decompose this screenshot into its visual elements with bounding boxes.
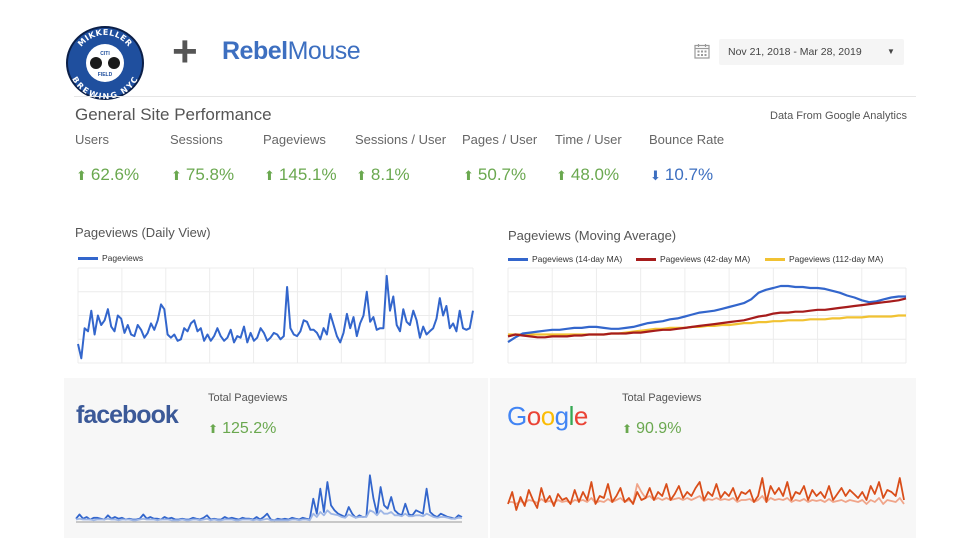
kpi-percent: 75.8% — [185, 165, 235, 184]
up-arrow-icon: ⬆ — [76, 168, 87, 183]
date-range-value: Nov 21, 2018 - Mar 28, 2019 — [728, 46, 862, 58]
kpi-value: ⬆ 75.8% — [171, 165, 234, 185]
kpi-label: Sessions — [170, 132, 223, 147]
pageviews-42-day-ma-line — [507, 297, 907, 339]
facebook-pageviews-chart — [75, 474, 463, 523]
legend-daily: Pageviews — [78, 253, 143, 263]
data-source-note: Data From Google Analytics — [770, 110, 907, 122]
facebook-total-pageviews-label: Total Pageviews — [208, 392, 288, 404]
kpi-label: Pages / User — [462, 132, 538, 147]
series-line — [507, 477, 905, 511]
legend-label: Pageviews — [102, 253, 144, 263]
kpi-value: ⬆ 62.6% — [76, 165, 139, 185]
page-title: General Site Performance — [75, 105, 272, 124]
caret-down-icon[interactable]: ▼ — [887, 47, 895, 56]
google-logo-letter: g — [554, 401, 569, 431]
google-panel — [490, 378, 916, 538]
legend-ma-112: Pageviews (112-day MA) — [765, 254, 883, 264]
series-line — [75, 509, 462, 522]
moving-average-chart — [507, 267, 907, 364]
kpi-label: Bounce Rate — [649, 132, 725, 147]
kpi-percent: 145.1% — [278, 165, 337, 184]
series-line — [75, 474, 463, 522]
up-arrow-icon: ⬆ — [463, 168, 474, 183]
kpi-percent: 62.6% — [90, 165, 140, 184]
google-logo: Google — [507, 401, 588, 432]
facebook-total-pageviews-value: ⬆ 125.2% — [208, 420, 276, 438]
google-total-pageviews-label: Total Pageviews — [622, 392, 702, 404]
kpi-label: Time / User — [555, 132, 622, 147]
google-logo-letter: e — [573, 401, 588, 431]
plus-sign: + — [172, 27, 198, 76]
legend-label: Pageviews (42-day MA) — [660, 254, 751, 264]
up-arrow-icon: ⬆ — [264, 168, 275, 183]
chart-title-moving-average: Pageviews (Moving Average) — [508, 228, 677, 243]
up-arrow-icon: ⬆ — [622, 422, 633, 436]
kpi-label: Pageviews — [263, 132, 326, 147]
kpi-label: Sessions / User — [355, 132, 447, 147]
google-logo-letter: l — [568, 401, 575, 431]
google-change: 90.9% — [636, 420, 682, 437]
legend-ma-14: Pageviews (14-day MA) — [508, 254, 622, 264]
kpi-percent: 10.7% — [664, 165, 714, 184]
kpi-value: ⬆ 50.7% — [463, 165, 526, 185]
calendar-icon[interactable] — [694, 43, 710, 59]
logo-center-bottom-text: FIELD — [98, 72, 113, 78]
date-range-select[interactable] — [719, 39, 904, 65]
rebelmouse-logo: RebelMouse — [222, 36, 361, 66]
brand-part-1: Rebel — [222, 37, 288, 65]
series-line — [508, 483, 905, 505]
mikkeller-logo-text: MIKKELLER BREWING NYC CITI FIELD — [70, 28, 139, 100]
kpi-percent: 8.1% — [370, 165, 410, 184]
kpi-value: ⬇ 10.7% — [650, 165, 713, 185]
brand-part-2: Mouse — [287, 37, 361, 65]
legend-swatch — [78, 257, 98, 261]
legend-label: Pageviews (112-day MA) — [789, 254, 884, 264]
legend-swatch — [508, 258, 528, 262]
down-arrow-icon: ⬇ — [650, 168, 661, 183]
mikkeller-logo — [66, 26, 144, 100]
up-arrow-icon: ⬆ — [556, 168, 567, 183]
daily-pageviews-chart — [77, 267, 474, 364]
up-arrow-icon: ⬆ — [356, 168, 367, 183]
kpi-value: ⬆ 8.1% — [356, 165, 410, 185]
header-divider — [74, 96, 916, 97]
kpi-label: Users — [75, 132, 109, 147]
google-logo-letter: o — [540, 401, 555, 431]
legend-swatch — [636, 258, 656, 262]
legend-swatch — [765, 258, 785, 262]
chart-title-daily: Pageviews (Daily View) — [75, 225, 211, 240]
legend-ma-42: Pageviews (42-day MA) — [636, 254, 750, 264]
google-total-pageviews-value: ⬆ 90.9% — [622, 420, 681, 438]
pageviews-14-day-ma-line — [507, 284, 906, 344]
pageviews-line — [77, 274, 474, 360]
google-logo-letter: o — [526, 401, 541, 431]
google-logo-letter: G — [507, 401, 527, 431]
up-arrow-icon: ⬆ — [208, 422, 219, 436]
kpi-value: ⬆ 145.1% — [264, 165, 337, 185]
logo-center-top-text: CITI — [100, 51, 110, 57]
facebook-change: 125.2% — [222, 420, 277, 437]
kpi-value: ⬆ 48.0% — [556, 165, 619, 185]
kpi-percent: 48.0% — [570, 165, 620, 184]
legend-label: Pageviews (14-day MA) — [532, 254, 623, 264]
kpi-percent: 50.7% — [477, 165, 527, 184]
facebook-logo: facebook — [76, 401, 179, 429]
up-arrow-icon: ⬆ — [171, 168, 182, 183]
google-pageviews-chart — [507, 477, 905, 511]
